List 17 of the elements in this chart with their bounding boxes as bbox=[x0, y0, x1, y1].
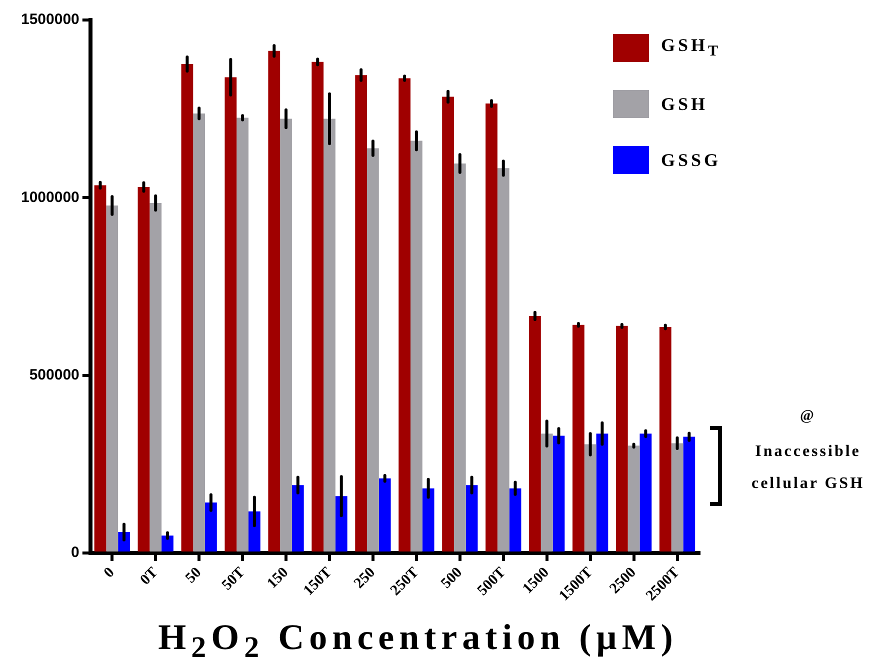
y-tick-label: 500000 bbox=[29, 366, 80, 384]
legend-label: GSH bbox=[661, 94, 708, 114]
x-tick-label: 50T bbox=[219, 564, 248, 594]
x-tick-label: 150 bbox=[264, 564, 292, 592]
text: Inaccessible cellular GSH bbox=[750, 442, 866, 494]
legend-label: GSH$_{T}$ bbox=[661, 35, 722, 61]
x-axis-title: H$_{2}$O$_{2}$ Concentration (µM) bbox=[157, 616, 679, 666]
x-tick-label: 250 bbox=[351, 564, 379, 592]
y-tick-label: 1000000 bbox=[20, 188, 80, 206]
legend-label: GSSG bbox=[661, 150, 722, 170]
x-tick-label: 0 bbox=[101, 564, 118, 582]
x-tick-label: 0T bbox=[137, 564, 162, 588]
y-tick-label: 0 bbox=[71, 544, 80, 562]
x-tick-label: 500 bbox=[438, 564, 466, 592]
y-tick-label: 1500000 bbox=[20, 11, 80, 28]
x-tick-label: 50 bbox=[182, 564, 205, 587]
text: @ bbox=[799, 407, 817, 426]
